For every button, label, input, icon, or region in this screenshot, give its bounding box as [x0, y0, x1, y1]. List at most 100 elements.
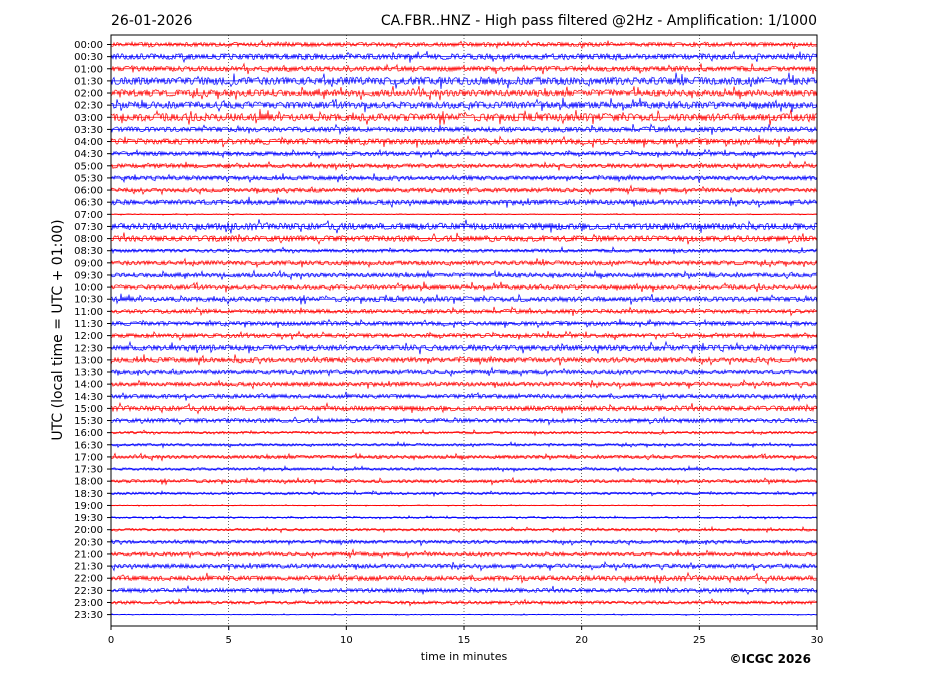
seismic-trace — [110, 391, 818, 402]
seismic-trace — [110, 257, 818, 269]
x-tick-label-10: 10 — [340, 635, 353, 646]
y-tick-label: 06:00 — [74, 186, 103, 197]
x-tick-label-30: 30 — [811, 635, 824, 646]
y-tick-label: 21:30 — [74, 562, 103, 573]
seismic-traces — [110, 39, 818, 617]
y-tick-label: 11:00 — [74, 307, 103, 318]
y-tick-label: 08:30 — [74, 246, 103, 257]
y-tick-label: 18:00 — [74, 477, 103, 488]
y-tick-label: 17:30 — [74, 465, 103, 476]
seismic-trace — [110, 598, 818, 607]
seismic-trace — [110, 39, 818, 50]
seismic-trace — [110, 85, 818, 101]
copyright-label: ©ICGC 2026 — [729, 652, 811, 666]
seismic-trace — [110, 441, 818, 449]
seismic-trace — [110, 123, 818, 136]
y-tick-label: 14:30 — [74, 392, 103, 403]
x-axis-ticks: 0 5 10 15 20 25 30 — [108, 626, 824, 646]
seismic-trace — [110, 378, 818, 390]
seismic-trace — [110, 366, 818, 378]
seismic-trace — [110, 269, 818, 281]
plot-area — [111, 35, 817, 626]
y-tick-label: 06:30 — [74, 198, 103, 209]
y-tick-label: 05:00 — [74, 161, 103, 172]
seismic-trace — [110, 401, 818, 415]
y-tick-label: 19:00 — [74, 501, 103, 512]
y-tick-label: 10:30 — [74, 295, 103, 306]
x-axis-label: time in minutes — [421, 650, 508, 663]
y-tick-label: 07:30 — [74, 222, 103, 233]
seismic-trace — [110, 538, 818, 547]
y-tick-label: 10:00 — [74, 283, 103, 294]
y-tick-label: 13:00 — [74, 355, 103, 366]
y-tick-label: 14:00 — [74, 380, 103, 391]
seismic-trace — [110, 318, 818, 329]
y-tick-label: 13:30 — [74, 368, 103, 379]
y-tick-label: 01:00 — [74, 64, 103, 75]
seismic-trace — [110, 428, 818, 437]
seismic-trace — [110, 584, 818, 595]
y-tick-label: 17:00 — [74, 452, 103, 463]
seismic-trace — [110, 160, 818, 172]
seismic-trace — [110, 50, 818, 64]
seismic-trace — [110, 232, 818, 245]
y-tick-label: 19:30 — [74, 513, 103, 524]
vertical-grid — [228, 35, 700, 626]
seismic-trace — [110, 514, 818, 520]
seismic-trace — [110, 489, 817, 498]
seismic-trace — [110, 340, 818, 355]
seismic-trace — [110, 212, 818, 216]
y-tick-label: 21:00 — [74, 549, 103, 560]
seismic-trace — [110, 148, 818, 159]
y-tick-label: 11:30 — [74, 319, 103, 330]
x-tick-label-5: 5 — [225, 635, 231, 646]
y-tick-label: 12:00 — [74, 331, 103, 342]
seismic-trace — [110, 464, 818, 473]
seismic-trace — [110, 108, 818, 126]
x-tick-label-15: 15 — [458, 635, 471, 646]
y-tick-label: 16:30 — [74, 440, 103, 451]
y-tick-label: 16:00 — [74, 428, 103, 439]
seismic-trace — [110, 62, 818, 75]
seismic-trace — [110, 306, 818, 317]
seismic-trace — [110, 503, 818, 507]
y-tick-label: 02:30 — [74, 101, 103, 112]
y-tick-label: 02:00 — [74, 89, 103, 100]
y-tick-label: 12:30 — [74, 343, 103, 354]
y-tick-label: 04:00 — [74, 137, 103, 148]
y-tick-label: 09:00 — [74, 258, 103, 269]
seismic-trace — [110, 525, 818, 534]
seismic-trace — [110, 330, 818, 341]
y-tick-label: 00:00 — [74, 40, 103, 51]
seismic-trace — [110, 135, 818, 149]
seismic-trace — [110, 415, 818, 426]
y-tick-label: 05:30 — [74, 173, 103, 184]
seismic-trace — [110, 196, 818, 208]
y-axis-label: UTC (local time = UTC + 01:00) — [50, 219, 66, 440]
seismic-trace — [110, 245, 817, 255]
seismic-trace — [110, 571, 818, 585]
y-tick-label: 20:00 — [74, 525, 103, 536]
seismic-trace — [110, 548, 818, 560]
x-tick-label-20: 20 — [575, 635, 588, 646]
y-tick-label: 07:00 — [74, 210, 103, 221]
seismic-trace — [110, 97, 818, 113]
seismic-trace — [110, 452, 818, 462]
chart-date: 26-01-2026 — [111, 13, 192, 29]
seismic-trace — [110, 184, 817, 196]
y-tick-label: 01:30 — [74, 76, 103, 87]
x-tick-label-25: 25 — [693, 635, 706, 646]
seismic-trace — [110, 173, 818, 184]
seismic-trace — [110, 476, 818, 486]
y-tick-label: 20:30 — [74, 537, 103, 548]
y-tick-label: 18:30 — [74, 489, 103, 500]
y-tick-label: 00:30 — [74, 52, 103, 63]
y-tick-label: 04:30 — [74, 149, 103, 160]
y-tick-label: 03:30 — [74, 125, 103, 136]
y-tick-label: 15:00 — [74, 404, 103, 415]
y-tick-label: 22:30 — [74, 586, 103, 597]
y-tick-label: 09:30 — [74, 270, 103, 281]
